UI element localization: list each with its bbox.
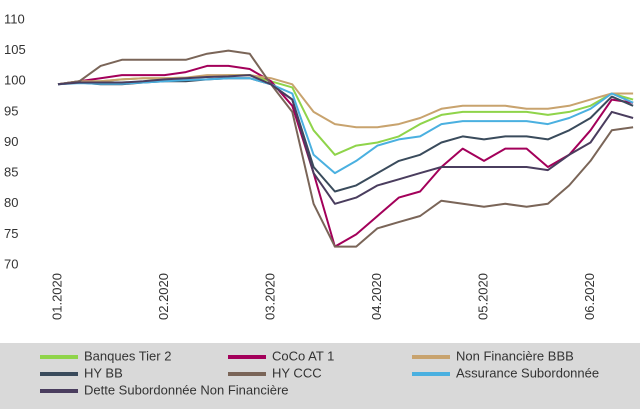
legend-label: Banques Tier 2 [84, 348, 171, 363]
y-tick-label: 70 [4, 256, 18, 271]
y-tick-label: 90 [4, 134, 18, 149]
legend-label: HY BB [84, 365, 123, 380]
series-line [57, 74, 634, 129]
x-tick-label: 04.2020 [369, 273, 384, 320]
series-line [57, 49, 634, 248]
legend-box [0, 343, 640, 409]
series-line [57, 74, 634, 205]
series-line [57, 77, 634, 175]
x-tick-label: 05.2020 [475, 273, 490, 320]
x-tick-label: 01.2020 [49, 273, 64, 320]
legend-label: Dette Subordonnée Non Financière [84, 382, 289, 397]
x-tick-label: 06.2020 [582, 273, 597, 320]
legend-label: CoCo AT 1 [272, 348, 334, 363]
y-tick-label: 105 [4, 42, 26, 57]
y-tick-label: 80 [4, 195, 18, 210]
legend-label: Non Financière BBB [456, 348, 574, 363]
x-tick-label: 03.2020 [262, 273, 277, 320]
legend-label: HY CCC [272, 365, 322, 380]
x-tick-label: 02.2020 [156, 273, 171, 320]
y-tick-label: 75 [4, 226, 18, 241]
y-tick-label: 100 [4, 73, 26, 88]
series-line [57, 74, 634, 156]
series-line [57, 64, 634, 248]
y-tick-label: 95 [4, 103, 18, 118]
y-tick-label: 110 [4, 11, 25, 26]
y-tick-label: 85 [4, 165, 18, 180]
legend-label: Assurance Subordonnée [456, 365, 599, 380]
series-line [57, 77, 634, 193]
